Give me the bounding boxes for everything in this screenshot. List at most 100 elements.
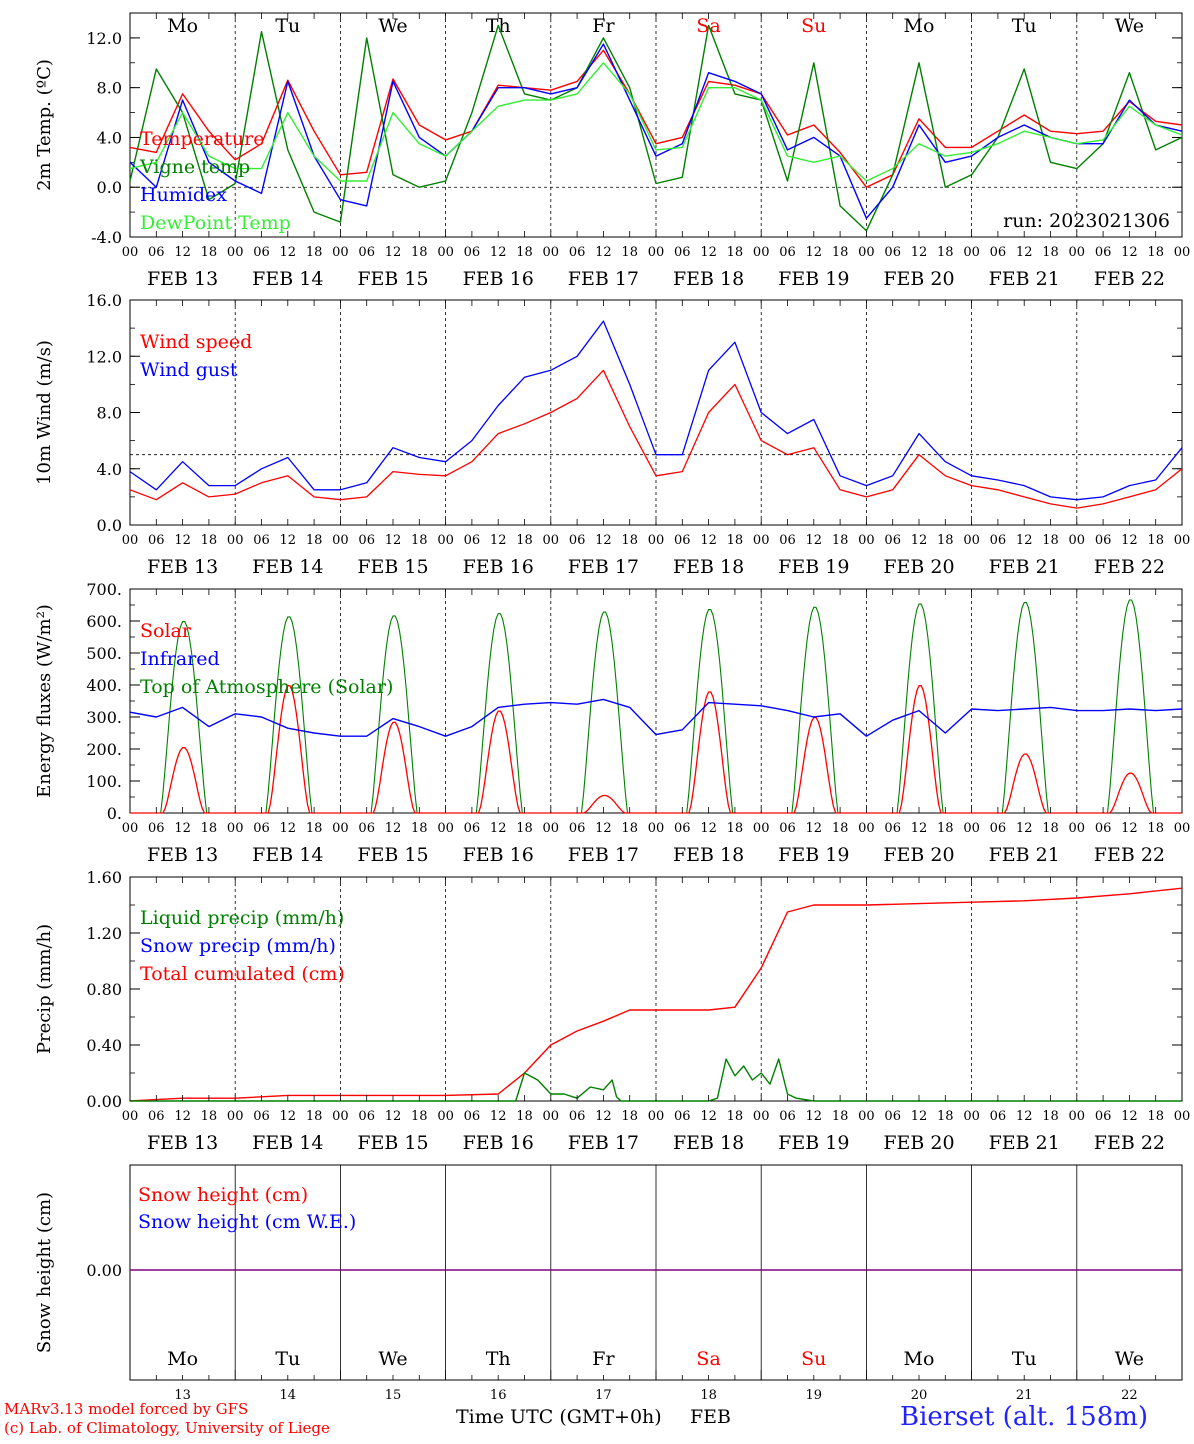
hour-tick-label: 06	[464, 245, 481, 260]
hour-tick-label: 12	[911, 821, 928, 836]
hour-tick-label: 12	[806, 1109, 823, 1124]
y-tick-label: 600.	[86, 612, 122, 631]
hour-tick-label: 12	[174, 1109, 191, 1124]
hour-tick-label: 12	[1121, 245, 1138, 260]
date-label: FEB 16	[463, 844, 534, 866]
hour-tick-label: 06	[779, 533, 796, 548]
day-number-label: 13	[174, 1388, 191, 1403]
hour-tick-label: 06	[884, 533, 901, 548]
date-label: FEB 19	[778, 268, 849, 290]
hour-tick-label: 00	[437, 821, 454, 836]
hour-tick-label: 06	[358, 533, 375, 548]
hour-tick-label: 06	[884, 821, 901, 836]
hour-tick-label: 12	[595, 533, 612, 548]
date-label: FEB 16	[463, 1132, 534, 1154]
y-tick-label: -4.0	[91, 228, 122, 247]
hour-tick-label: 12	[1121, 821, 1138, 836]
hour-tick-label: 12	[911, 1109, 928, 1124]
day-number-label: 19	[806, 1388, 823, 1403]
weekday-label: Mo	[167, 15, 198, 37]
weekday-label: Mo	[167, 1348, 198, 1370]
hour-tick-label: 12	[1016, 245, 1033, 260]
x-axis-label: Time UTC (GMT+0h)	[456, 1406, 662, 1428]
hour-tick-label: 00	[753, 821, 770, 836]
date-label: FEB 22	[1094, 268, 1165, 290]
hour-tick-label: 12	[280, 245, 297, 260]
hour-tick-label: 18	[516, 245, 533, 260]
hour-tick-label: 18	[1147, 533, 1164, 548]
legend-top-of-atmosphere-solar-: Top of Atmosphere (Solar)	[140, 676, 393, 698]
date-label: FEB 21	[989, 268, 1060, 290]
date-label: FEB 13	[147, 556, 218, 578]
weekday-label: Th	[486, 1348, 511, 1370]
legend-dewpoint-temp: DewPoint Temp	[140, 212, 291, 234]
date-label: FEB 21	[989, 1132, 1060, 1154]
date-label: FEB 20	[883, 844, 954, 866]
date-label: FEB 20	[883, 268, 954, 290]
y-axis-label: 10m Wind (m/s)	[34, 340, 55, 485]
y-tick-label: 0.40	[86, 1036, 122, 1055]
y-axis-label: Precip (mm/h)	[34, 924, 55, 1054]
hour-tick-label: 18	[306, 245, 323, 260]
hour-tick-label: 00	[543, 1109, 560, 1124]
hour-tick-label: 18	[1042, 821, 1059, 836]
hour-tick-label: 12	[174, 533, 191, 548]
y-tick-label: 100.	[86, 772, 122, 791]
date-label: FEB 20	[883, 1132, 954, 1154]
hour-tick-label: 18	[1147, 821, 1164, 836]
hour-tick-label: 00	[543, 533, 560, 548]
hour-tick-label: 00	[332, 533, 349, 548]
y-tick-label: 4.0	[97, 128, 122, 147]
hour-tick-label: 00	[648, 245, 665, 260]
hour-tick-label: 18	[621, 1109, 638, 1124]
hour-tick-label: 00	[332, 1109, 349, 1124]
day-number-label: 20	[911, 1388, 928, 1403]
date-label: FEB 14	[252, 268, 323, 290]
hour-tick-label: 00	[1174, 533, 1191, 548]
hour-tick-label: 06	[569, 245, 586, 260]
hour-tick-label: 12	[806, 533, 823, 548]
legend-snow-height-cm-w-e-: Snow height (cm W.E.)	[138, 1211, 356, 1233]
hour-tick-label: 12	[700, 533, 717, 548]
legend-wind-gust: Wind gust	[140, 359, 238, 381]
y-tick-label: 4.0	[97, 460, 122, 479]
date-label: FEB 13	[147, 268, 218, 290]
hour-tick-label: 00	[858, 533, 875, 548]
date-label: FEB 15	[357, 268, 428, 290]
hour-tick-label: 00	[858, 1109, 875, 1124]
hour-tick-label: 18	[1042, 1109, 1059, 1124]
hour-tick-label: 18	[621, 245, 638, 260]
date-label: FEB 17	[568, 1132, 639, 1154]
series-humidex	[129, 43, 1183, 220]
hour-tick-label: 18	[937, 533, 954, 548]
date-label: FEB 22	[1094, 556, 1165, 578]
weekday-label: We	[1115, 15, 1144, 37]
hour-tick-label: 18	[516, 533, 533, 548]
date-label: FEB 17	[568, 268, 639, 290]
y-axis-label: Snow height (cm)	[34, 1192, 55, 1353]
hour-tick-label: 06	[148, 1109, 165, 1124]
hour-tick-label: 00	[437, 1109, 454, 1124]
hour-tick-label: 12	[700, 1109, 717, 1124]
series-infrared	[129, 698, 1183, 737]
hour-tick-label: 06	[148, 533, 165, 548]
y-tick-label: 1.60	[86, 868, 122, 887]
weekday-label: Tu	[1012, 1348, 1037, 1370]
day-number-label: 14	[280, 1388, 297, 1403]
legend-vigne-temp: Vigne temp	[139, 156, 250, 178]
hour-tick-label: 18	[411, 533, 428, 548]
hour-tick-label: 06	[1095, 1109, 1112, 1124]
day-number-label: 15	[385, 1388, 402, 1403]
day-number-label: 22	[1121, 1388, 1138, 1403]
hour-tick-label: 06	[464, 533, 481, 548]
hour-tick-label: 06	[990, 1109, 1007, 1124]
hour-tick-label: 06	[253, 1109, 270, 1124]
hour-tick-label: 18	[1147, 1109, 1164, 1124]
hour-tick-label: 00	[1174, 1109, 1191, 1124]
y-axis-label: Energy fluxes (W/m²)	[34, 604, 55, 798]
y-tick-label: 16.0	[86, 291, 122, 310]
series-wind-speed	[129, 369, 1183, 509]
date-label: FEB 16	[463, 556, 534, 578]
hour-tick-label: 18	[516, 821, 533, 836]
date-label: FEB 21	[989, 844, 1060, 866]
